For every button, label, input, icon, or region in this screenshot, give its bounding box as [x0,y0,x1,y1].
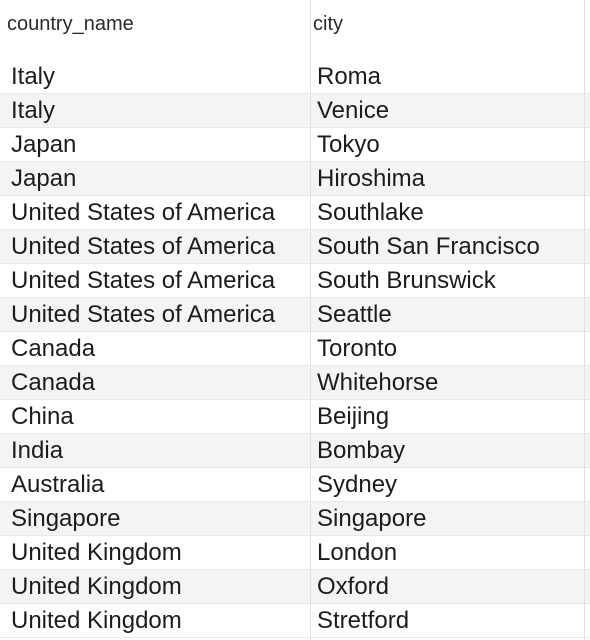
cell-city[interactable]: Oxford [317,573,390,600]
table-header: country_name city [0,0,590,51]
cell-city[interactable]: London [317,539,398,566]
cell-country-name[interactable]: Canada [11,335,96,362]
cell-city[interactable]: Singapore [317,505,427,532]
cell-country-name[interactable]: Japan [11,131,77,158]
cell-city[interactable]: Venice [317,97,390,124]
cell-country-name[interactable]: India [11,437,64,464]
table-row[interactable]: United States of America South San Franci… [0,230,590,264]
cell-country-name[interactable]: United States of America [11,233,276,260]
cell-city[interactable]: Toronto [317,335,398,362]
cell-country-name[interactable]: Canada [11,369,96,396]
cell-city[interactable]: Roma [317,63,382,90]
cell-city[interactable]: Beijing [317,403,390,430]
table-row[interactable]: Canada Whitehorse [0,366,590,400]
table-row[interactable]: Singapore Singapore [0,502,590,536]
table-row[interactable]: Italy Roma [0,60,590,94]
table-row[interactable]: United Kingdom Oxford [0,570,590,604]
cell-country-name[interactable]: Italy [11,63,56,90]
cell-country-name[interactable]: China [11,403,74,430]
table-row[interactable]: United Kingdom Stretford [0,604,590,638]
cell-country-name[interactable]: United States of America [11,199,276,226]
table-row[interactable]: Australia Sydney [0,468,590,502]
cell-city[interactable]: Stretford [317,607,410,634]
cell-city[interactable]: Tokyo [317,131,380,158]
table-body: Italy Roma Italy Venice Japan Tokyo Japan Hiros… [0,60,590,638]
cell-country-name[interactable]: Japan [11,165,77,192]
cell-city[interactable]: South Brunswick [317,267,496,294]
table-row[interactable]: China Beijing [0,400,590,434]
cell-city[interactable]: Sydney [317,471,398,498]
cell-country-name[interactable]: United Kingdom [11,539,182,566]
table-row[interactable]: Japan Hiroshima [0,162,590,196]
header-spacer [0,50,590,60]
cell-country-name[interactable]: Australia [11,471,105,498]
table-row[interactable]: United States of America South Brunswick [0,264,590,298]
table-row[interactable]: United Kingdom London [0,536,590,570]
cell-country-name[interactable]: Singapore [11,505,121,532]
column-divider[interactable] [310,0,311,640]
cell-city[interactable]: Southlake [317,199,424,226]
table-row[interactable]: Italy Venice [0,94,590,128]
cell-country-name[interactable]: United Kingdom [11,573,182,600]
cell-country-name[interactable]: United States of America [11,301,276,328]
table-row[interactable]: Canada Toronto [0,332,590,366]
cell-country-name[interactable]: United Kingdom [11,607,182,634]
cell-city[interactable]: Whitehorse [317,369,439,396]
table-row[interactable]: United States of America Southlake [0,196,590,230]
column-divider[interactable] [584,0,585,640]
table-row[interactable]: United States of America Seattle [0,298,590,332]
column-header-country-name[interactable]: country_name [7,13,134,35]
cell-country-name[interactable]: Italy [11,97,56,124]
cell-country-name[interactable]: United States of America [11,267,276,294]
cell-city[interactable]: Seattle [317,301,392,328]
table-row[interactable]: Japan Tokyo [0,128,590,162]
table-row[interactable]: India Bombay [0,434,590,468]
cell-city[interactable]: Bombay [317,437,406,464]
cell-city[interactable]: Hiroshima [317,165,426,192]
column-header-city[interactable]: city [313,13,343,35]
cell-city[interactable]: South San Francisco [317,233,540,260]
